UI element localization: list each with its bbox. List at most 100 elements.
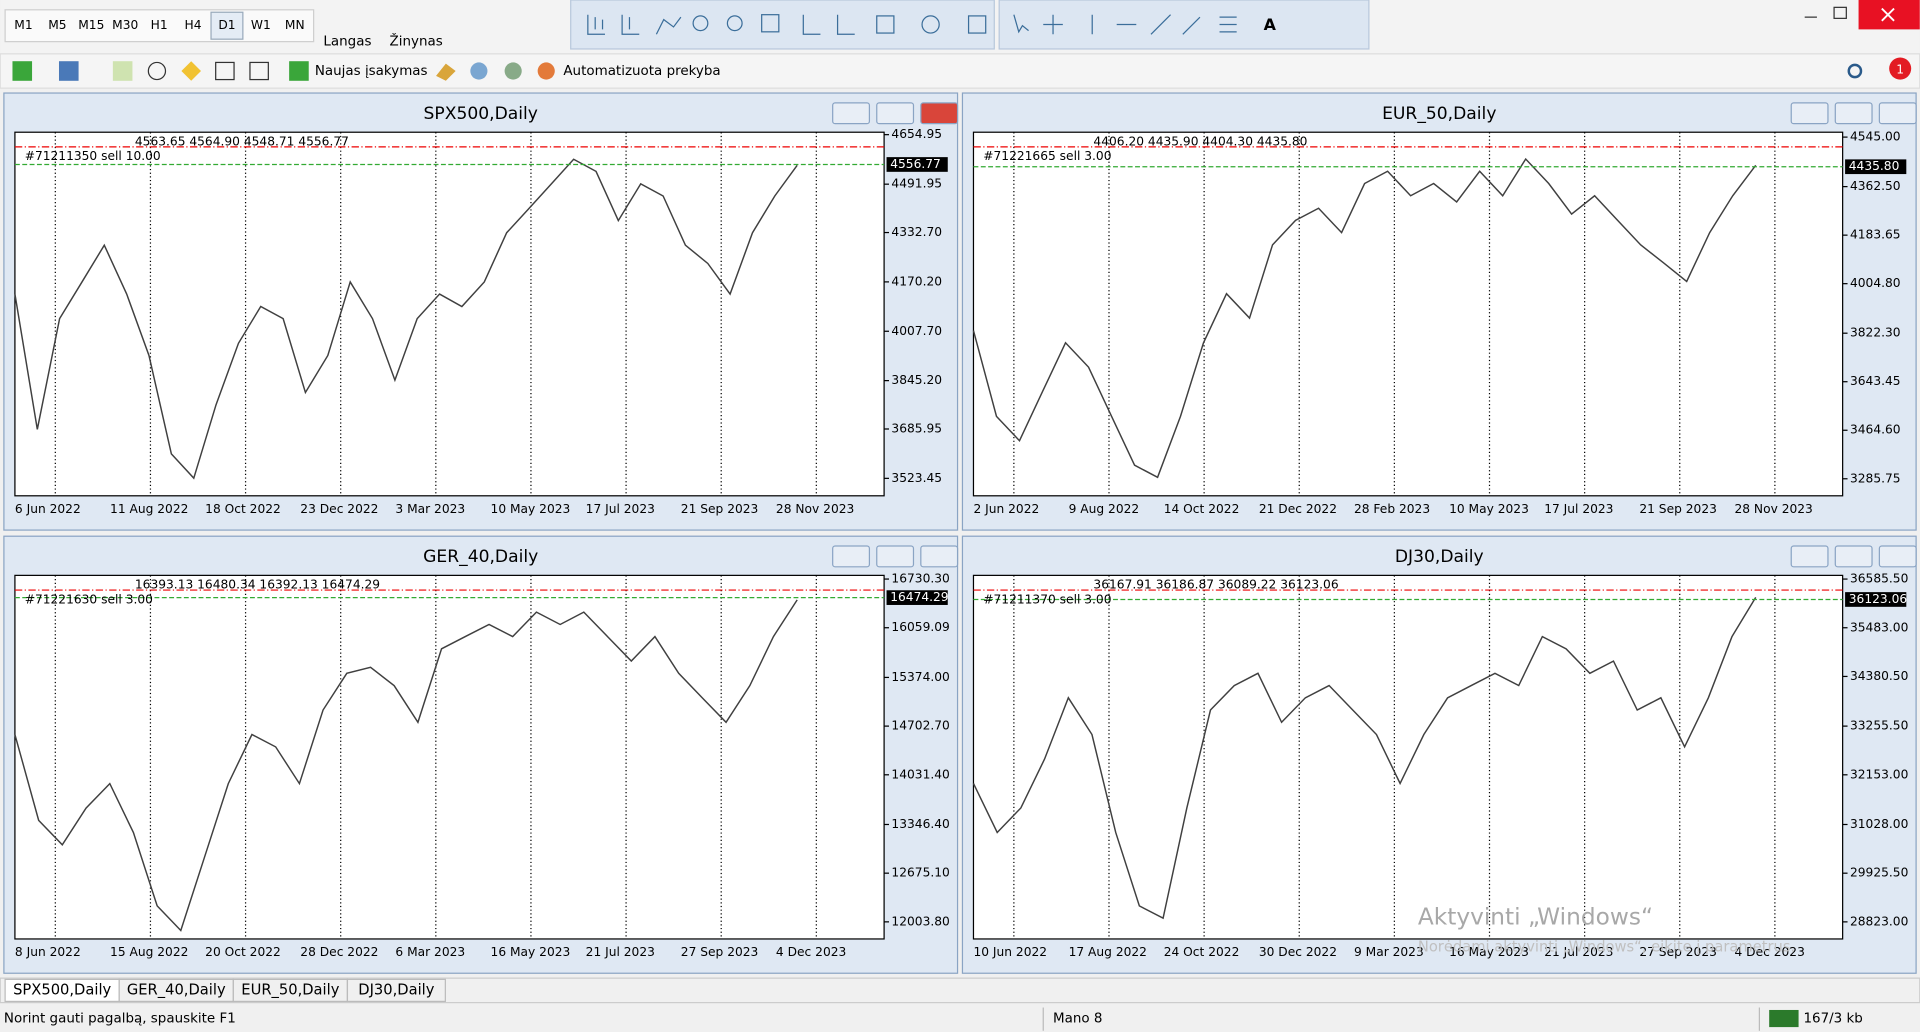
x-tick-label: 28 Nov 2023 xyxy=(776,502,854,516)
y-tick-label: 16730.30 xyxy=(891,572,949,586)
window-title: EUR_50,Daily xyxy=(1382,104,1496,124)
timeframe-button[interactable]: H1 xyxy=(151,18,168,32)
window-button[interactable] xyxy=(1834,102,1873,125)
toolbar-button[interactable]: Naujas įsakymas xyxy=(315,64,428,79)
x-tick-label: 10 May 2023 xyxy=(1449,502,1529,516)
price-line xyxy=(14,158,798,480)
window-button[interactable] xyxy=(920,102,959,125)
window-title: GER_40,Daily xyxy=(423,547,538,567)
order-label: #71211350 sell 10.00 xyxy=(25,149,161,163)
x-tick-label: 15 Aug 2022 xyxy=(110,945,188,959)
y-tick-label: 35483.00 xyxy=(1850,620,1908,634)
timeframe-button[interactable]: M1 xyxy=(14,18,32,32)
menu-item[interactable]: Langas xyxy=(323,35,371,50)
y-tick-label: 4654.95 xyxy=(891,127,942,141)
x-tick-label: 21 Dec 2022 xyxy=(1259,502,1337,516)
order-label: #71221665 sell 3.00 xyxy=(983,149,1111,163)
y-tick-label: 4545.00 xyxy=(1850,130,1901,144)
timeframe-toolbar xyxy=(4,9,315,43)
x-tick-label: 21 Sep 2023 xyxy=(1639,502,1717,516)
last-price-box xyxy=(886,590,948,605)
window-button[interactable] xyxy=(876,545,915,568)
timeframe-button[interactable]: M15 xyxy=(78,18,104,32)
x-tick-label: 23 Dec 2022 xyxy=(300,502,378,516)
y-tick-label: 32153.00 xyxy=(1850,767,1908,781)
timeframe-button[interactable]: H4 xyxy=(185,18,202,32)
timeframe-button[interactable]: M5 xyxy=(48,18,66,32)
chart-window: SPX500,Daily 4654.95 4491.95 4332.70 4170.20… xyxy=(3,92,959,531)
timeframe-button[interactable]: D1 xyxy=(218,18,235,32)
x-tick-label: 21 Jul 2023 xyxy=(586,945,655,959)
ohlc-info: 36167.91 36186.87 36089.22 36123.06 xyxy=(1093,578,1338,592)
window-title: DJ30,Daily xyxy=(1395,547,1484,567)
y-tick-label: 34380.50 xyxy=(1850,669,1908,683)
timeframe-button[interactable]: W1 xyxy=(251,18,271,32)
standard-toolbar xyxy=(0,53,1920,89)
y-tick-label: 3822.30 xyxy=(1850,326,1901,340)
x-tick-label: 10 May 2023 xyxy=(491,502,571,516)
window-title: SPX500,Daily xyxy=(424,104,538,124)
timeframe-active xyxy=(210,11,244,40)
tab[interactable] xyxy=(346,978,446,1003)
window-button[interactable] xyxy=(876,102,915,125)
x-tick-label: 4 Dec 2023 xyxy=(776,945,846,959)
plot-area xyxy=(14,574,885,940)
status-bar xyxy=(0,1005,1920,1032)
y-tick-label: 4183.65 xyxy=(1850,228,1901,242)
window-button[interactable] xyxy=(1834,545,1873,568)
y-tick-label: 13346.40 xyxy=(891,817,949,831)
window-button[interactable] xyxy=(832,102,871,125)
window-button[interactable] xyxy=(1878,102,1917,125)
y-tick-label: 16059.09 xyxy=(891,620,949,634)
y-tick-label: 3464.60 xyxy=(1850,423,1901,437)
timeframe-button[interactable]: M30 xyxy=(112,18,138,32)
window-button[interactable] xyxy=(1878,545,1917,568)
window-button[interactable] xyxy=(832,545,871,568)
window-button[interactable] xyxy=(1790,545,1829,568)
x-tick-label: 11 Aug 2022 xyxy=(110,502,188,516)
alert-badge: 1 xyxy=(1896,62,1904,76)
y-tick-label: 4491.95 xyxy=(891,177,942,191)
y-tick-label: 15374.00 xyxy=(891,670,949,684)
x-tick-label: 28 Dec 2022 xyxy=(300,945,378,959)
last-price-box xyxy=(1845,592,1907,607)
x-tick-label: 4 Dec 2023 xyxy=(1734,945,1804,959)
x-tick-label: 27 Sep 2023 xyxy=(681,945,759,959)
x-tick-label: 30 Dec 2022 xyxy=(1259,945,1337,959)
x-tick-label: 17 Aug 2022 xyxy=(1069,945,1147,959)
toolbar-icons xyxy=(587,14,1237,35)
x-tick-label: 17 Jul 2023 xyxy=(586,502,655,516)
last-price-box xyxy=(1845,159,1907,175)
x-tick-label: 9 Aug 2022 xyxy=(1069,502,1140,516)
y-tick-label: 31028.00 xyxy=(1850,817,1908,831)
x-tick-label: 6 Mar 2023 xyxy=(395,945,465,959)
y-tick-label: 4332.70 xyxy=(891,225,942,239)
window-button[interactable] xyxy=(920,545,959,568)
price-line xyxy=(972,597,1757,920)
watermark-text: Norėdami aktyvinti „Windows“, eikite į p… xyxy=(1418,939,1795,956)
timeframe-button[interactable]: MN xyxy=(285,18,305,32)
status-profile: Mano 8 xyxy=(1053,1012,1102,1027)
tab-label: EUR_50,Daily xyxy=(241,981,339,998)
watermark-title: Aktyvinti „Windows“ xyxy=(1418,904,1653,931)
x-tick-label: 6 Jun 2022 xyxy=(15,502,81,516)
y-tick-label: 3643.45 xyxy=(1850,374,1901,388)
last-price: 4435.80 xyxy=(1849,159,1900,173)
x-tick-label: 21 Sep 2023 xyxy=(681,502,759,516)
y-tick-label: 33255.50 xyxy=(1850,719,1908,733)
last-price: 4556.77 xyxy=(890,157,941,171)
x-tick-label: 3 Mar 2023 xyxy=(395,502,465,516)
plot-area xyxy=(972,131,1844,497)
plot-area xyxy=(14,131,885,497)
window-button[interactable] xyxy=(1790,102,1829,125)
menu-item[interactable]: Žinynas xyxy=(390,32,443,50)
toolbar-button[interactable]: Automatizuota prekyba xyxy=(563,64,720,79)
x-tick-label: 9 Mar 2023 xyxy=(1354,945,1424,959)
toolbar-icons xyxy=(12,57,1912,81)
price-line xyxy=(14,599,798,932)
x-tick-label: 2 Jun 2022 xyxy=(973,502,1039,516)
y-tick-label: 3285.75 xyxy=(1850,471,1901,485)
last-price-box xyxy=(886,157,948,172)
chart-window: EUR_50,Daily 4545.00 4362.50 4183.65 4004.80… xyxy=(961,92,1917,531)
x-tick-label: 18 Oct 2022 xyxy=(205,502,281,516)
